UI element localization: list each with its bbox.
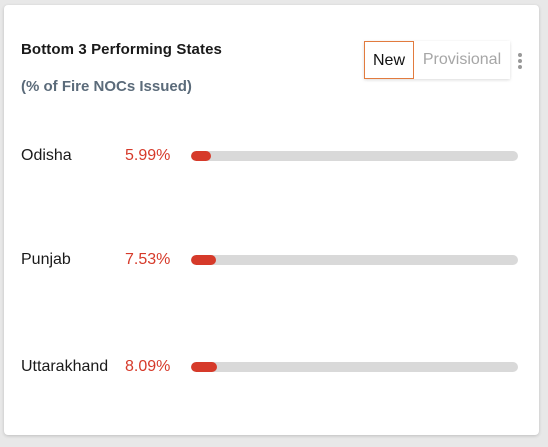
toggle-new-button[interactable]: New <box>364 41 414 79</box>
progress-fill <box>191 362 218 372</box>
bottom-states-card: Bottom 3 Performing States (% of Fire NO… <box>4 5 539 435</box>
progress-fill <box>191 151 211 161</box>
state-value: 5.99% <box>125 147 171 164</box>
card-subtitle: (% of Fire NOCs Issued) <box>21 78 192 95</box>
progress-fill <box>191 255 216 265</box>
state-row-odisha: Odisha 5.99% <box>21 146 521 166</box>
state-row-uttarakhand: Uttarakhand 8.09% <box>21 357 521 377</box>
state-value: 8.09% <box>125 358 171 375</box>
card-title: Bottom 3 Performing States <box>21 41 222 58</box>
state-name: Uttarakhand <box>21 358 109 375</box>
progress-track <box>191 362 518 372</box>
new-provisional-toggle: New Provisional <box>364 41 510 79</box>
state-value: 7.53% <box>125 251 171 268</box>
kebab-menu-icon[interactable] <box>517 53 523 73</box>
state-name: Punjab <box>21 251 71 268</box>
progress-track <box>191 151 518 161</box>
state-row-punjab: Punjab 7.53% <box>21 250 521 270</box>
state-name: Odisha <box>21 147 72 164</box>
progress-track <box>191 255 518 265</box>
toggle-provisional-button[interactable]: Provisional <box>422 51 502 68</box>
